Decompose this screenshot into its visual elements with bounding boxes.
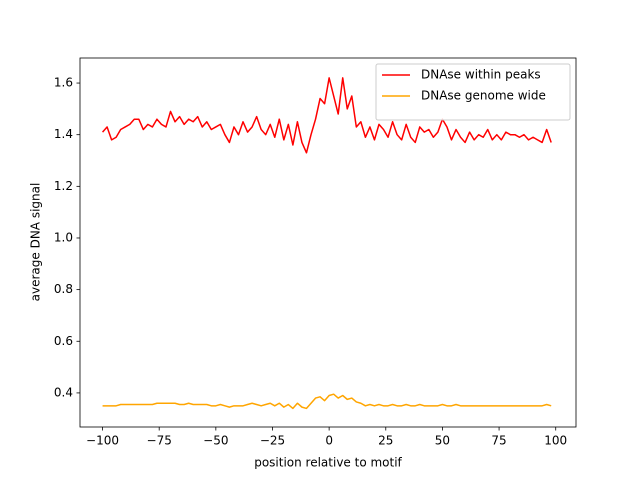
x-tick-label: −50 <box>203 434 228 448</box>
y-tick-label: 0.8 <box>54 282 73 296</box>
x-tick-label: 75 <box>491 434 506 448</box>
x-tick-label: 100 <box>544 434 567 448</box>
y-tick-label: 1.2 <box>54 179 73 193</box>
legend-label: DNAse genome wide <box>421 89 546 103</box>
y-tick-label: 1.0 <box>54 230 73 244</box>
x-tick-label: −25 <box>260 434 285 448</box>
y-tick-label: 1.6 <box>54 76 73 90</box>
series-line <box>101 77 552 154</box>
x-tick-label: 50 <box>435 434 450 448</box>
series-line <box>102 393 552 410</box>
x-tick-label: 25 <box>378 434 393 448</box>
x-tick-label: −100 <box>86 434 119 448</box>
legend-label: DNAse within peaks <box>421 68 541 82</box>
plot-frame <box>79 57 577 428</box>
y-tick-label: 1.4 <box>54 127 73 141</box>
legend-box <box>375 63 571 121</box>
y-tick-label: 0.4 <box>54 385 73 399</box>
y-tick-label: 0.6 <box>54 334 73 348</box>
x-axis-label: position relative to motif <box>254 456 402 470</box>
x-tick-label: 0 <box>325 434 333 448</box>
y-axis-label: average DNA signal <box>29 183 43 302</box>
x-tick-label: −75 <box>147 434 172 448</box>
